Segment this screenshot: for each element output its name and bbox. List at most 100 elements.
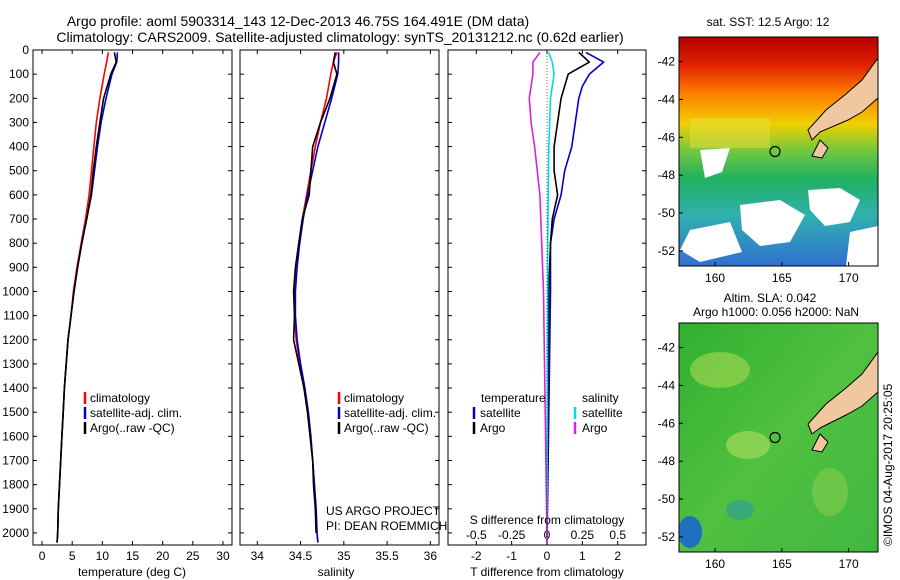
sla-lon-tick-label: 160 bbox=[705, 557, 725, 571]
diff-x-tick-label: -2 bbox=[471, 549, 482, 563]
difference-upper-axis-label: S difference from climatology bbox=[470, 513, 625, 527]
temp-series-satellite-adj-clim bbox=[56, 52, 119, 543]
depth-tick-label: 0 bbox=[22, 43, 29, 57]
depth-tick-label: 800 bbox=[9, 236, 29, 250]
depth-tick-label: 1700 bbox=[2, 453, 29, 467]
temp-x-tick-label: 5 bbox=[69, 549, 76, 563]
sal-series-satellite-adj-clim bbox=[294, 52, 340, 543]
diff-x-tick-label: 2 bbox=[614, 549, 621, 563]
difference-legend-temperature: temperature satellite Argo bbox=[472, 391, 546, 435]
depth-tick-label: 1800 bbox=[2, 478, 29, 492]
sal-x-tick-label: 34 bbox=[251, 549, 265, 563]
depth-tick-label: 1600 bbox=[2, 429, 29, 443]
depth-tick-label: 1100 bbox=[3, 309, 29, 323]
salinity-legend-climatology: climatology bbox=[344, 391, 404, 405]
depth-tick-label: 1500 bbox=[2, 405, 29, 419]
sla-map-title-line-2: Argo h1000: 0.056 h2000: NaN bbox=[693, 305, 859, 319]
temperature-legend-satellite: satellite-adj. clim. bbox=[90, 406, 182, 420]
depth-tick-label: 2000 bbox=[2, 526, 29, 540]
sst-lon-tick-label: 170 bbox=[839, 271, 859, 285]
project-note-line-2: PI: DEAN ROEMMICH bbox=[326, 519, 447, 533]
difference-top-tick-label: 0.5 bbox=[609, 528, 626, 542]
depth-tick-label: 1200 bbox=[2, 333, 29, 347]
salinity-x-axis-label: salinity bbox=[318, 565, 355, 579]
depth-tick-label: 300 bbox=[9, 115, 29, 129]
difference-legend-temp-argo: Argo bbox=[480, 421, 506, 435]
depth-tick-label: 1900 bbox=[2, 502, 29, 516]
project-note-line-1: US ARGO PROJECT bbox=[326, 504, 441, 518]
sst-lon-tick-label: 165 bbox=[772, 271, 792, 285]
sla-lon-tick-label: 165 bbox=[772, 557, 792, 571]
temp-x-tick-label: 10 bbox=[96, 549, 110, 563]
difference-top-tick-label: -0.5 bbox=[466, 528, 487, 542]
diff-series-satellite bbox=[546, 52, 555, 543]
salinity-legend-argo: Argo(..raw -QC) bbox=[344, 421, 429, 435]
sst-lon-tick-label: 160 bbox=[705, 271, 725, 285]
temperature-x-ticks: 0 5 10 15 20 25 30 bbox=[39, 50, 230, 563]
salinity-panel: 34 34.5 35 35.5 36 salinity climatology sate… bbox=[239, 49, 447, 579]
sla-lat-tick-label: -50 bbox=[658, 492, 676, 506]
sst-map-ticks: 160 165 170 -42 -44 -46 -48 -50 -52 bbox=[658, 55, 859, 285]
sst-lat-tick-label: -48 bbox=[658, 168, 676, 182]
depth-tick-label: 700 bbox=[9, 212, 29, 226]
sal-x-tick-label: 35 bbox=[337, 549, 351, 563]
difference-legend-salinity-header: salinity bbox=[582, 391, 619, 405]
sst-lat-tick-label: -44 bbox=[658, 92, 676, 106]
temperature-panel: 0100200300400500600700800900100011001200… bbox=[2, 43, 233, 579]
salinity-x-ticks: 34 34.5 35 35.5 36 bbox=[251, 50, 438, 563]
temp-x-tick-label: 20 bbox=[156, 549, 170, 563]
depth-tick-label: 200 bbox=[9, 91, 29, 105]
sla-lat-tick-label: -44 bbox=[658, 378, 676, 392]
sal-x-tick-label: 35.5 bbox=[375, 549, 399, 563]
temp-x-tick-label: 0 bbox=[39, 549, 46, 563]
temp-x-tick-label: 15 bbox=[126, 549, 140, 563]
difference-top-tick-label: 0.25 bbox=[571, 528, 595, 542]
sst-map-title: sat. SST: 12.5 Argo: 12 bbox=[707, 15, 830, 29]
sst-lat-tick-label: -50 bbox=[658, 206, 676, 220]
sla-map-frame bbox=[678, 322, 879, 553]
diff-x-tick-label: 0 bbox=[544, 549, 551, 563]
sla-lat-tick-label: -46 bbox=[658, 416, 676, 430]
diff-x-tick-label: -1 bbox=[506, 549, 517, 563]
sst-map-argo-marker bbox=[769, 145, 781, 158]
sla-lat-tick-label: -52 bbox=[658, 530, 676, 544]
sst-map-frame bbox=[678, 36, 879, 267]
temp-x-tick-label: 25 bbox=[186, 549, 200, 563]
difference-legend-temp-satellite: satellite bbox=[480, 406, 521, 420]
sst-map-image bbox=[679, 37, 878, 266]
sal-x-tick-label: 36 bbox=[424, 549, 438, 563]
depth-tick-label: 1400 bbox=[2, 381, 29, 395]
temp-series-argo-raw-qc bbox=[56, 52, 117, 543]
difference-x-ticks: -2 -1 0 1 2 bbox=[471, 50, 621, 563]
figure-title-line-2: Climatology: CARS2009. Satellite-adjuste… bbox=[56, 29, 623, 45]
temperature-legend-argo: Argo(..raw -QC) bbox=[90, 421, 175, 435]
sla-lat-tick-label: -42 bbox=[658, 341, 676, 355]
depth-tick-label: 900 bbox=[9, 260, 29, 274]
difference-legend-temperature-header: temperature bbox=[481, 391, 546, 405]
imos-timestamp: ©IMOS 04-Aug-2017 20:25:05 bbox=[881, 383, 895, 546]
depth-tick-label: 100 bbox=[9, 67, 29, 81]
depth-tick-label: 1000 bbox=[2, 284, 29, 298]
difference-panel: -2 -1 0 1 2 -0.5 -0.25 0 0.25 0.5 T difference f… bbox=[447, 49, 647, 579]
sla-map-title-line-1: Altim. SLA: 0.042 bbox=[724, 291, 817, 305]
sst-lat-tick-label: -46 bbox=[658, 130, 676, 144]
sal-series-climatology bbox=[293, 52, 338, 543]
temperature-legend-climatology: climatology bbox=[90, 391, 150, 405]
diff-series-argo bbox=[546, 51, 591, 543]
sla-map-ticks: 160 165 170 -42 -44 -46 -48 -50 -52 bbox=[658, 341, 859, 571]
diff-series-satellite bbox=[546, 51, 605, 543]
sla-map-image bbox=[679, 323, 878, 552]
temp-x-tick-label: 30 bbox=[216, 549, 230, 563]
sal-series-argo-raw-qc bbox=[292, 52, 338, 533]
depth-tick-label: 600 bbox=[9, 188, 29, 202]
difference-top-tick-label: -0.25 bbox=[498, 528, 526, 542]
sla-lat-tick-label: -48 bbox=[658, 454, 676, 468]
difference-legend-salinity: salinity satellite Argo bbox=[573, 391, 623, 435]
sal-x-tick-label: 34.5 bbox=[289, 549, 313, 563]
difference-legend-sal-argo: Argo bbox=[582, 421, 608, 435]
diff-x-tick-label: 1 bbox=[579, 549, 586, 563]
temperature-series bbox=[33, 49, 232, 543]
difference-series bbox=[448, 49, 646, 545]
sla-map-argo-marker bbox=[769, 431, 781, 444]
